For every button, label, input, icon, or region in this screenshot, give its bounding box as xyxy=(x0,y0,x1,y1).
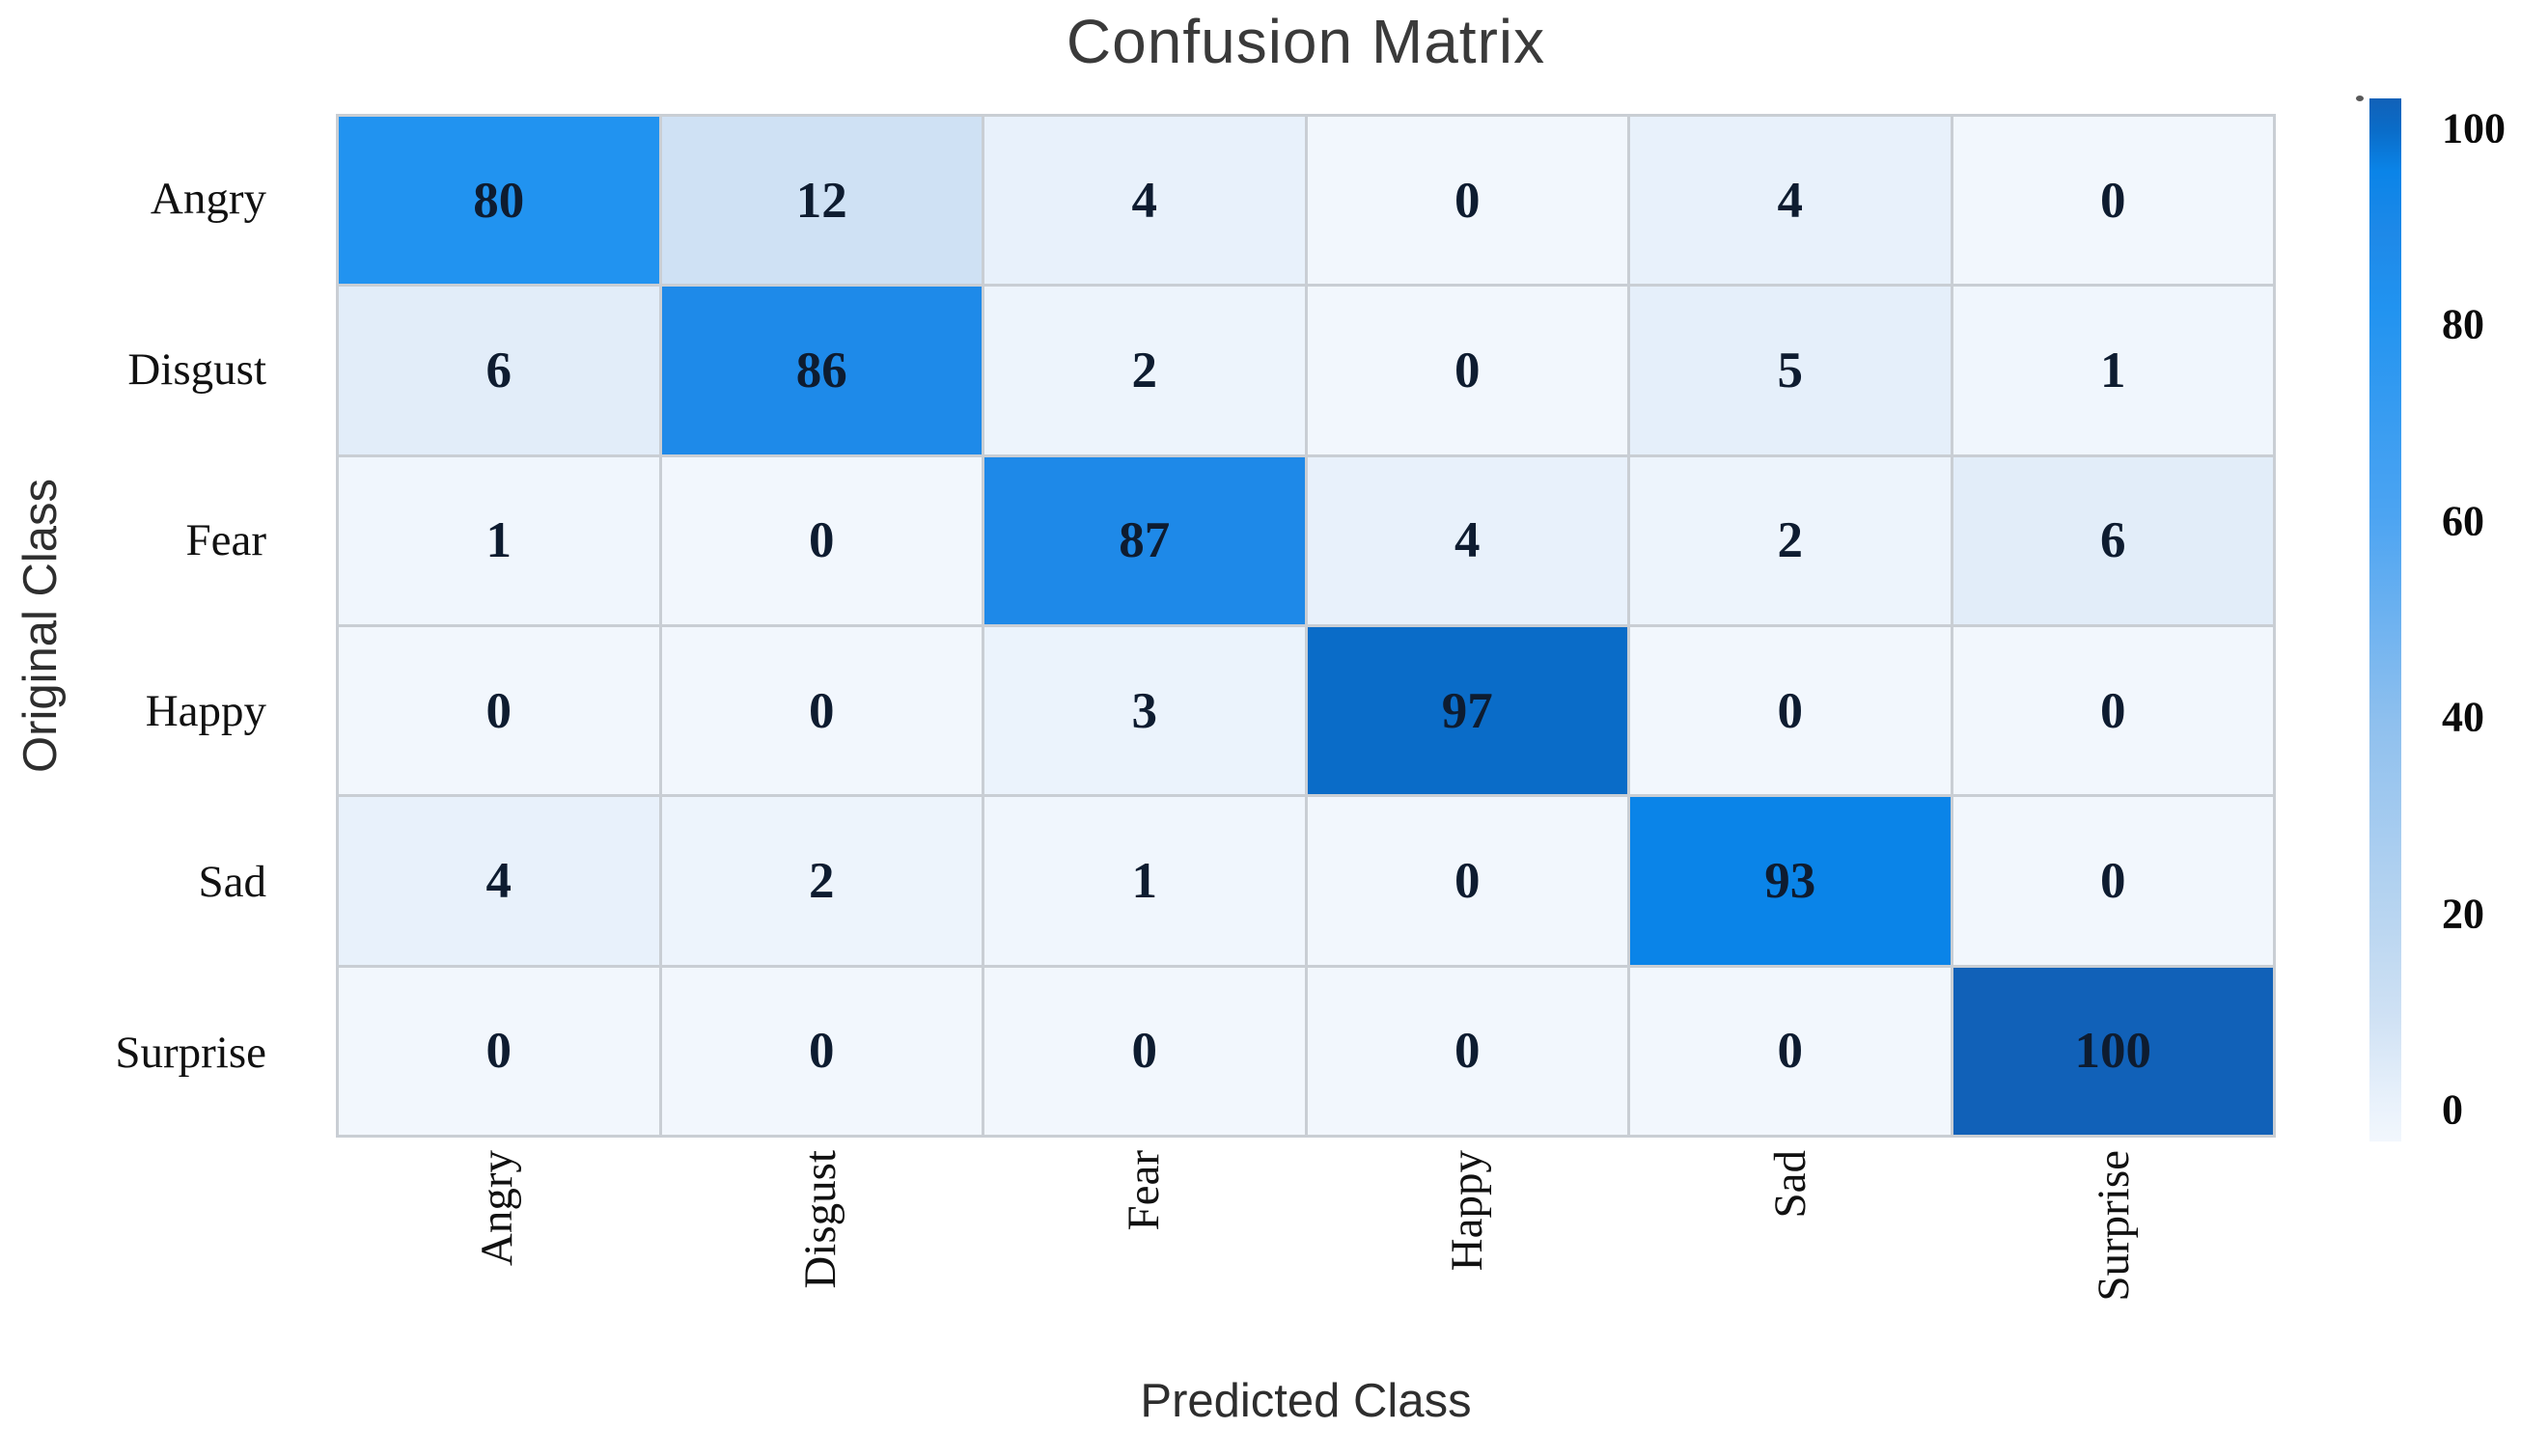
matrix-cell-sad-angry: 4 xyxy=(339,797,659,965)
colorbar-tick-40: 40 xyxy=(2442,693,2484,741)
x-tick-angry: Angry xyxy=(471,1150,522,1267)
y-tick-labels: Angry Disgust Fear Happy Sad Surprise xyxy=(0,114,301,1138)
colorbar-tick-60: 60 xyxy=(2442,497,2484,545)
matrix-cell-angry-angry: 80 xyxy=(339,117,659,285)
matrix-cell-disgust-happy: 0 xyxy=(1307,287,1627,454)
matrix-cell-sad-fear: 1 xyxy=(984,797,1305,965)
matrix-cell-sad-sad: 93 xyxy=(1630,797,1951,965)
matrix-cell-surprise-angry: 0 xyxy=(339,967,659,1135)
colorbar-tick-80: 80 xyxy=(2442,300,2484,348)
matrix-cell-happy-sad: 0 xyxy=(1630,626,1951,795)
matrix-cell-happy-surprise: 0 xyxy=(1953,626,2273,795)
matrix-cell-disgust-fear: 2 xyxy=(984,287,1305,454)
matrix-cell-angry-disgust: 12 xyxy=(661,117,982,285)
x-tick-fear: Fear xyxy=(1118,1150,1169,1231)
x-tick-disgust: Disgust xyxy=(794,1150,845,1289)
matrix-cell-angry-fear: 4 xyxy=(984,117,1305,285)
page-title: Confusion Matrix xyxy=(1066,7,1546,76)
matrix-cell-surprise-disgust: 0 xyxy=(661,967,982,1135)
matrix-cell-disgust-angry: 6 xyxy=(339,287,659,454)
matrix-cell-surprise-happy: 0 xyxy=(1307,967,1627,1135)
matrix-cell-angry-happy: 0 xyxy=(1307,117,1627,285)
y-tick-surprise: Surprise xyxy=(115,1027,266,1078)
matrix-cell-happy-angry: 0 xyxy=(339,626,659,795)
matrix-cell-fear-happy: 4 xyxy=(1307,456,1627,624)
matrix-cell-angry-surprise: 0 xyxy=(1953,117,2273,285)
x-tick-slot-angry: Angry xyxy=(336,1150,659,1382)
matrix-cell-fear-sad: 2 xyxy=(1630,456,1951,624)
matrix-cell-sad-disgust: 2 xyxy=(661,797,982,965)
colorbar-tick-0: 0 xyxy=(2442,1085,2463,1134)
matrix-cell-surprise-sad: 0 xyxy=(1630,967,1951,1135)
speck-artifact xyxy=(2356,96,2364,101)
matrix-cell-fear-angry: 1 xyxy=(339,456,659,624)
matrix-cell-disgust-sad: 5 xyxy=(1630,287,1951,454)
matrix-cell-disgust-disgust: 86 xyxy=(661,287,982,454)
x-axis-label: Predicted Class xyxy=(1140,1375,1472,1427)
y-tick-happy: Happy xyxy=(145,685,266,736)
matrix-cell-sad-happy: 0 xyxy=(1307,797,1627,965)
y-tick-sad: Sad xyxy=(198,856,267,907)
y-tick-disgust: Disgust xyxy=(127,344,266,396)
y-tick-fear: Fear xyxy=(185,515,266,566)
x-tick-slot-disgust: Disgust xyxy=(659,1150,983,1382)
matrix-cell-fear-fear: 87 xyxy=(984,456,1305,624)
heatmap-grid: 80 12 4 0 4 0 6 86 2 0 5 1 1 0 87 4 2 6 0 0 3 97 0 0 4 2 1 0 93 0 0 0 0 0… xyxy=(336,114,2276,1138)
matrix-cell-happy-fear: 3 xyxy=(984,626,1305,795)
matrix-cell-fear-disgust: 0 xyxy=(661,456,982,624)
matrix-cell-happy-disgust: 0 xyxy=(661,626,982,795)
colorbar-tick-labels: 100 80 60 40 20 0 xyxy=(2442,98,2548,1141)
matrix-cell-surprise-fear: 0 xyxy=(984,967,1305,1135)
matrix-cell-angry-sad: 4 xyxy=(1630,117,1951,285)
x-tick-happy: Happy xyxy=(1441,1150,1492,1272)
x-tick-slot-happy: Happy xyxy=(1306,1150,1629,1382)
matrix-cell-fear-surprise: 6 xyxy=(1953,456,2273,624)
matrix-cell-surprise-surprise: 100 xyxy=(1953,967,2273,1135)
y-tick-angry: Angry xyxy=(150,174,266,225)
colorbar-tick-20: 20 xyxy=(2442,890,2484,938)
x-tick-surprise: Surprise xyxy=(2088,1150,2139,1302)
x-tick-slot-sad: Sad xyxy=(1629,1150,1953,1382)
x-tick-sad: Sad xyxy=(1764,1150,1815,1219)
x-tick-slot-surprise: Surprise xyxy=(1953,1150,2276,1382)
colorbar xyxy=(2369,98,2401,1141)
matrix-cell-sad-surprise: 0 xyxy=(1953,797,2273,965)
x-tick-labels: Angry Disgust Fear Happy Sad Surprise xyxy=(336,1150,2276,1382)
colorbar-tick-100: 100 xyxy=(2442,104,2506,152)
x-tick-slot-fear: Fear xyxy=(983,1150,1306,1382)
matrix-cell-disgust-surprise: 1 xyxy=(1953,287,2273,454)
matrix-cell-happy-happy: 97 xyxy=(1307,626,1627,795)
